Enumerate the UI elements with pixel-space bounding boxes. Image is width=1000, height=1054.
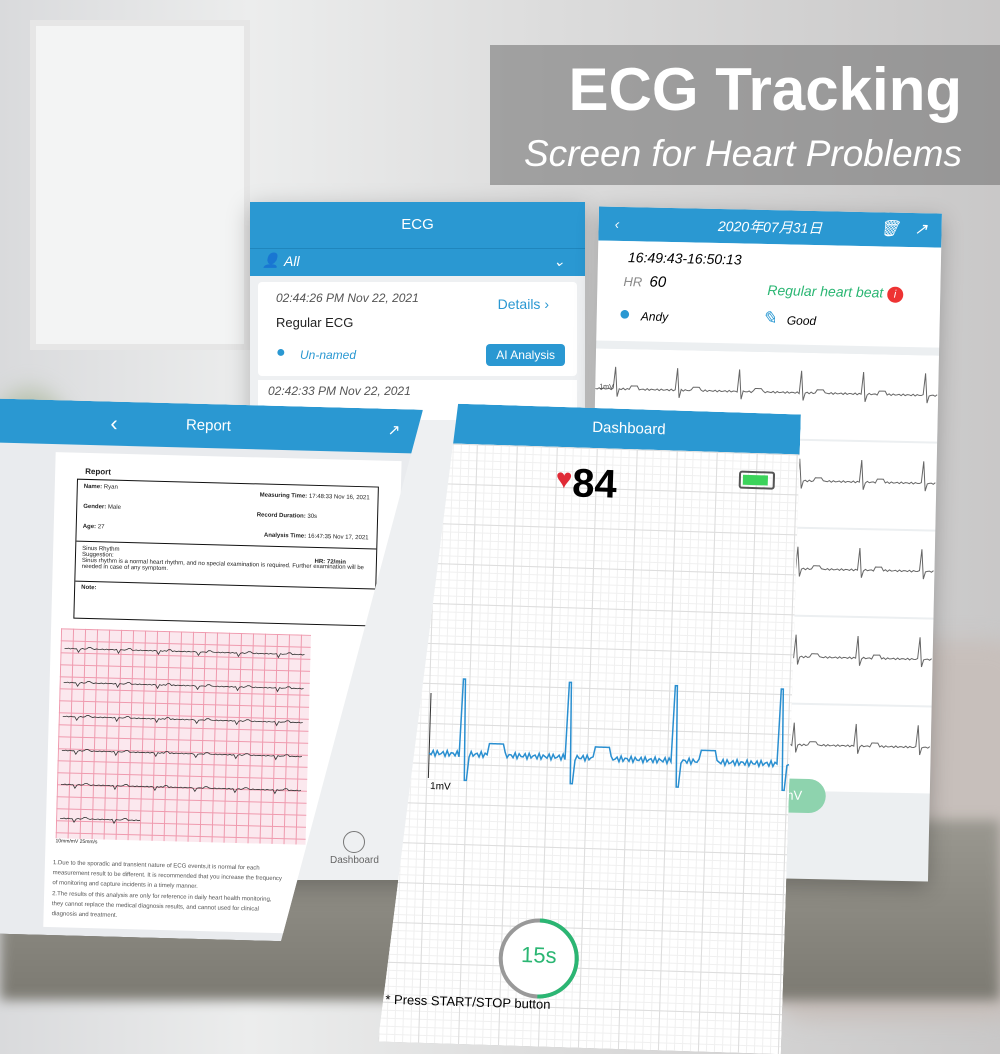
note: ✎ Good xyxy=(761,307,817,329)
timer-ring-progress xyxy=(500,919,578,997)
battery-icon xyxy=(739,471,776,490)
banner-title: ECG Tracking xyxy=(568,56,962,123)
report-hr: 72/min xyxy=(326,559,346,566)
rhythm-status: Regular heart beat i xyxy=(767,282,904,303)
report-strip-trace xyxy=(64,647,304,658)
gauge-icon xyxy=(343,831,366,853)
chevron-down-icon: ⌄ xyxy=(553,253,565,269)
back-button[interactable]: ‹ xyxy=(614,215,620,232)
report-document: Report Name: Ryan Gender: Male Age: 27 M… xyxy=(43,452,401,936)
live-ecg-trace xyxy=(385,662,793,825)
user-icon: ● xyxy=(276,344,286,361)
ai-analysis-button[interactable]: AI Analysis xyxy=(486,344,565,366)
scale-bar xyxy=(428,693,431,778)
record-date: 2020年07月31日 xyxy=(717,217,823,237)
heart-rate: ♥84 xyxy=(555,461,618,507)
hr-value: 60 xyxy=(649,273,667,291)
banner-subtitle: Screen for Heart Problems xyxy=(523,133,962,174)
heart-icon: ♥ xyxy=(555,462,573,495)
patient-name: Ryan xyxy=(103,484,118,491)
report-strip-trace xyxy=(61,783,301,794)
ecg-strip-trace xyxy=(595,366,938,404)
report-strip-trace xyxy=(60,817,140,824)
scale-label: 1mV xyxy=(599,384,614,391)
share-icon[interactable]: ↗ xyxy=(914,221,928,239)
ecg-header: ECG xyxy=(250,202,585,248)
user-filter[interactable]: 👤 All ⌄ xyxy=(250,248,585,276)
report-info-table: Name: Ryan Gender: Male Age: 27 Measurin… xyxy=(73,479,379,627)
share-icon[interactable]: ↗ xyxy=(387,421,401,440)
record-type: Regular ECG xyxy=(276,315,354,330)
hr-label: HR xyxy=(623,274,643,290)
analysis-time: 16:47:35 Nov 17, 2021 xyxy=(307,533,369,542)
ecg-trace-line xyxy=(428,678,791,791)
note-edit-icon: ✎ xyxy=(761,307,778,329)
filter-label: All xyxy=(284,253,300,269)
details-link[interactable]: Details › xyxy=(497,296,549,312)
measuring-time: 17:48:33 Nov 16, 2021 xyxy=(308,493,370,502)
user-name: ● Andy xyxy=(618,302,669,326)
report-ecg-chart xyxy=(56,628,311,844)
timer-ring[interactable] xyxy=(495,915,582,1002)
user-icon: ● xyxy=(618,302,632,326)
back-button[interactable]: ‹ xyxy=(110,410,119,436)
record-card[interactable]: 02:44:26 PM Nov 22, 2021 Details › Regul… xyxy=(258,282,577,376)
record-user: ● Un-named xyxy=(276,344,357,362)
patient-age: 27 xyxy=(97,524,105,531)
background-window xyxy=(30,20,250,350)
report-strip-trace xyxy=(63,715,303,726)
report-screen: ‹ Report ↗ Report Name: Ryan Gender: Mal… xyxy=(0,398,423,944)
record-time: 02:44:26 PM Nov 22, 2021 xyxy=(276,291,419,305)
record-duration: 30s xyxy=(307,513,318,520)
report-strip-trace xyxy=(64,681,304,692)
trash-icon[interactable]: 🗑 xyxy=(879,220,900,238)
info-icon[interactable]: i xyxy=(886,286,904,303)
disclaimer: 1.Due to the sporadic and transient natu… xyxy=(51,860,283,919)
title-band xyxy=(490,45,1000,185)
time-range: 16:49:43-16:50:13 xyxy=(627,249,742,268)
dashboard-screen: Dashboard ♥84 1mV 15s * Press START/STOP… xyxy=(378,402,801,1054)
user-icon: 👤 xyxy=(262,252,280,268)
patient-gender: Male xyxy=(107,504,122,511)
report-strip-trace xyxy=(62,749,302,760)
report-header: Report xyxy=(185,416,232,435)
scale-label: 1mV xyxy=(429,781,451,793)
tab-dashboard[interactable]: Dashboard xyxy=(330,831,379,866)
timer-value: 15s xyxy=(520,941,557,969)
